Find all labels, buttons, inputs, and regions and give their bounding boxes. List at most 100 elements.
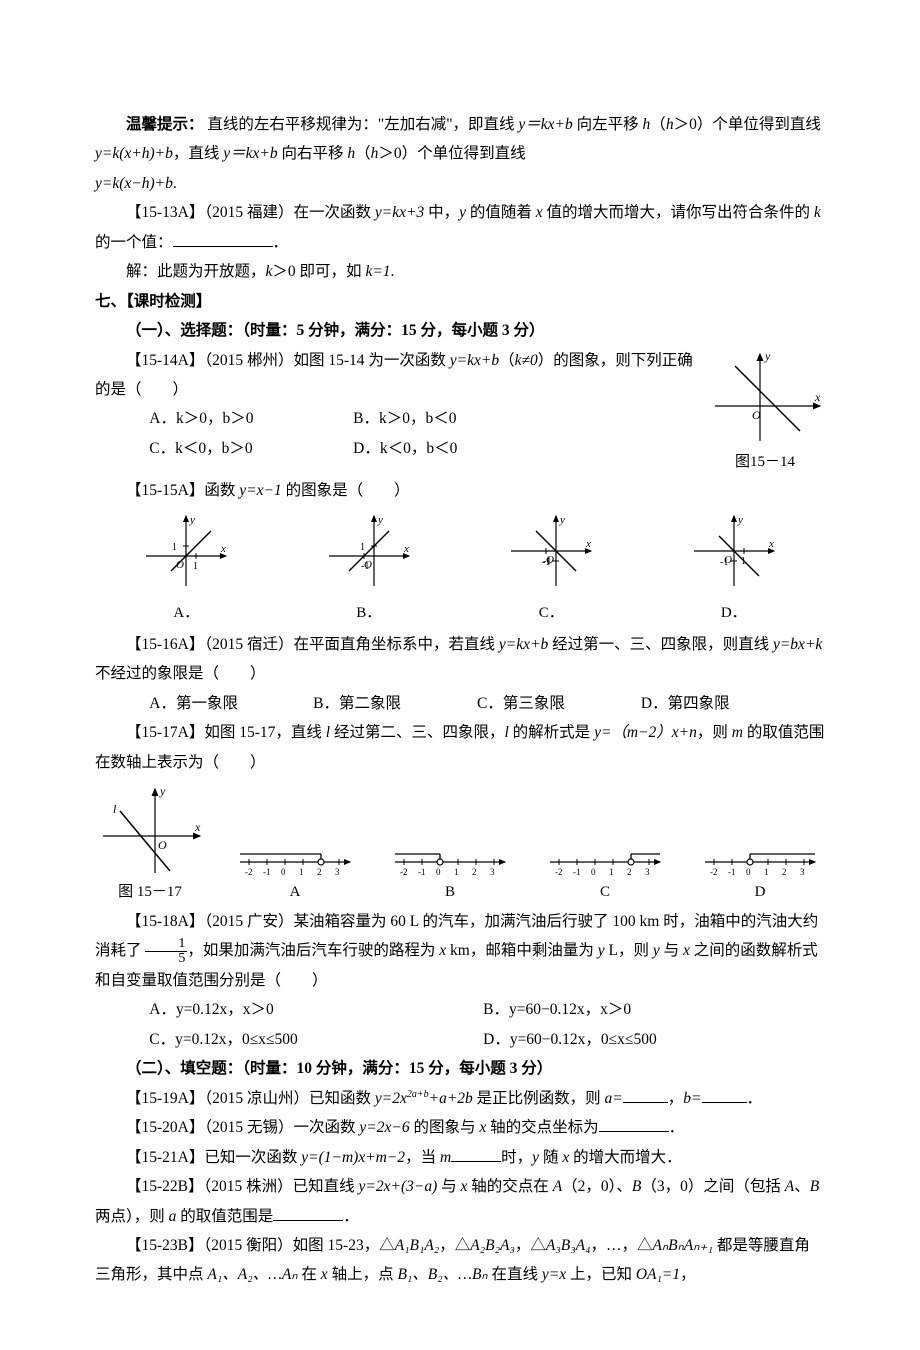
- svg-text:O: O: [158, 838, 167, 852]
- q18: 【15-18A】（2015 广安）某油箱容量为 60 L 的汽车，加满汽油后行驶…: [95, 907, 825, 996]
- q-eq: y=x: [542, 1266, 566, 1283]
- tri: A₂B₂A₃: [470, 1237, 515, 1254]
- graph-line-l: O x y l: [95, 781, 205, 876]
- svg-text:3: 3: [335, 867, 340, 876]
- q-eq: B: [810, 1178, 819, 1195]
- q-eq: y=2x−6: [359, 1119, 409, 1136]
- svg-text:y: y: [189, 514, 195, 526]
- blank: [623, 1086, 668, 1103]
- q20: 【15-20A】（2015 无锡）一次函数 y=2x−6 的图象与 x 轴的交点…: [95, 1113, 825, 1142]
- tri: AₙBₙAₙ₊₁: [652, 1237, 713, 1254]
- q-eq: B: [632, 1178, 641, 1195]
- svg-text:-1: -1: [573, 867, 581, 876]
- q-eq: +a+2b: [429, 1090, 473, 1107]
- part-heading-2: （二）、填空题：（时量：10 分钟，满分：15 分，每小题 3 分）: [95, 1054, 825, 1083]
- svg-text:1: 1: [741, 556, 746, 567]
- opt-b: B．y=60−0.12x，x＞0: [483, 995, 631, 1024]
- q15: 【15-15A】函数 y=x−1 的图象是（ ）: [95, 476, 825, 505]
- svg-text:1: 1: [172, 542, 177, 553]
- ans-label: 解：: [126, 263, 157, 280]
- fraction: 15: [145, 937, 187, 966]
- label-a: A．: [141, 599, 231, 628]
- q-text: 随: [539, 1149, 562, 1166]
- svg-text:O: O: [176, 559, 184, 571]
- opt-b: B．k＞0，b＜0: [353, 404, 553, 433]
- q-text: ．: [343, 1208, 359, 1225]
- q-eq: y: [653, 942, 660, 959]
- q-eq: y=（m−2）x+n: [594, 724, 697, 741]
- tip-eq: y＝kx+b: [223, 145, 277, 162]
- ans-text: 此题为开放题，: [157, 263, 266, 280]
- pts: B₁、B₂、…Bₙ: [397, 1266, 487, 1283]
- q15-figures: O x y 1 1 O x y -1 1 O x y -1 -1: [95, 511, 825, 591]
- q-text: 的图象是（ ）: [282, 482, 410, 499]
- q-text: 在一次函数: [294, 204, 375, 221]
- q19: 【15-19A】（2015 凉山州）已知函数 y=2x2a+b+a+2b 是正比…: [95, 1084, 825, 1113]
- svg-text:1: 1: [193, 561, 198, 572]
- q-src: （2015 无锡）: [204, 1119, 293, 1136]
- q-text: ，△: [439, 1237, 470, 1254]
- svg-text:2: 2: [782, 867, 787, 876]
- q-eq: y=kx+3: [375, 204, 424, 221]
- q-tag: 【15-14A】: [126, 352, 204, 369]
- svg-text:0: 0: [591, 867, 596, 876]
- opt-a: A．y=0.12x，x＞0: [149, 995, 479, 1024]
- q-tag: 【15-18A】: [126, 913, 204, 930]
- q-tag: 【15-17A】: [126, 724, 204, 741]
- tip-paragraph: 温馨提示： 直线的左右平移规律为："左加右减"，即直线 y＝kx+b 向左平移 …: [95, 110, 825, 169]
- opt-d: D．k＜0，b＜0: [353, 434, 553, 463]
- tip-eq: h: [347, 145, 355, 162]
- svg-text:-2: -2: [245, 867, 253, 876]
- q-text: ，…，△: [590, 1237, 652, 1254]
- q18-opts-2: C．y=0.12x，0≤x≤500 D．y=60−0.12x，0≤x≤500: [95, 1025, 825, 1054]
- q-text: 经过第一、三、四象限，则直线: [548, 636, 773, 653]
- q-eq: y=bx+k: [773, 636, 822, 653]
- opt-c: C．y=0.12x，0≤x≤500: [149, 1025, 479, 1054]
- q-src: （2015 宿迁）: [204, 636, 293, 653]
- svg-text:-2: -2: [555, 867, 563, 876]
- tip-text: ＞0）个单位得到直线: [674, 116, 821, 133]
- opt-c: C．k＜0，b＞0: [149, 434, 349, 463]
- q-text: ．: [747, 1090, 763, 1107]
- q-eq: y=2x+(3−a): [359, 1178, 438, 1195]
- q-tag: 【15-22B】: [126, 1178, 204, 1195]
- svg-text:y: y: [559, 514, 565, 526]
- frac-den: 5: [145, 952, 187, 966]
- q-eq: y=2x: [375, 1090, 407, 1107]
- q-text: ，△: [515, 1237, 546, 1254]
- section-heading: 七、【课时检测】: [95, 287, 825, 316]
- svg-text:1: 1: [299, 867, 304, 876]
- svg-text:2: 2: [317, 867, 322, 876]
- label-d: D: [695, 878, 825, 907]
- svg-text:x: x: [403, 543, 409, 555]
- svg-text:3: 3: [490, 867, 495, 876]
- svg-text:3: 3: [645, 867, 650, 876]
- svg-text:-1: -1: [361, 561, 369, 572]
- q-text: 的解析式是: [509, 724, 594, 741]
- svg-text:-1: -1: [263, 867, 271, 876]
- q-text: （3，0）之间（包括: [641, 1178, 784, 1195]
- label-c: C．: [506, 599, 596, 628]
- blank: [451, 1145, 501, 1162]
- q-text: 在: [298, 1266, 321, 1283]
- q-tag: 【15-23B】: [126, 1237, 204, 1254]
- q-tag: 【15-19A】: [126, 1090, 204, 1107]
- q-tag: 【15-20A】: [126, 1119, 204, 1136]
- tip-eq: h: [666, 116, 674, 133]
- blank: [599, 1116, 669, 1133]
- svg-text:-1: -1: [418, 867, 426, 876]
- label-b: B: [385, 878, 515, 907]
- q-text: 如图 15-23，△: [293, 1237, 395, 1254]
- q-text: 上，已知: [566, 1266, 636, 1283]
- opt-b: B．第二象限: [313, 689, 473, 718]
- q-eq: y=kx+b: [499, 636, 548, 653]
- q-text: km，邮箱中剩油量为: [446, 942, 598, 959]
- pts: A₁、A₂、…Aₙ: [207, 1266, 297, 1283]
- q17-figures: O x y l 图 15－17 -2-10123 A -2-10123 B -2…: [95, 781, 825, 907]
- q-text: 轴的交点在: [467, 1178, 552, 1195]
- svg-text:0: 0: [436, 867, 441, 876]
- q-text: ，当: [405, 1149, 440, 1166]
- q15-graph-a: O x y 1 1: [141, 511, 231, 591]
- q-exp: 2a+b: [407, 1089, 429, 1100]
- q-eq: x: [536, 204, 543, 221]
